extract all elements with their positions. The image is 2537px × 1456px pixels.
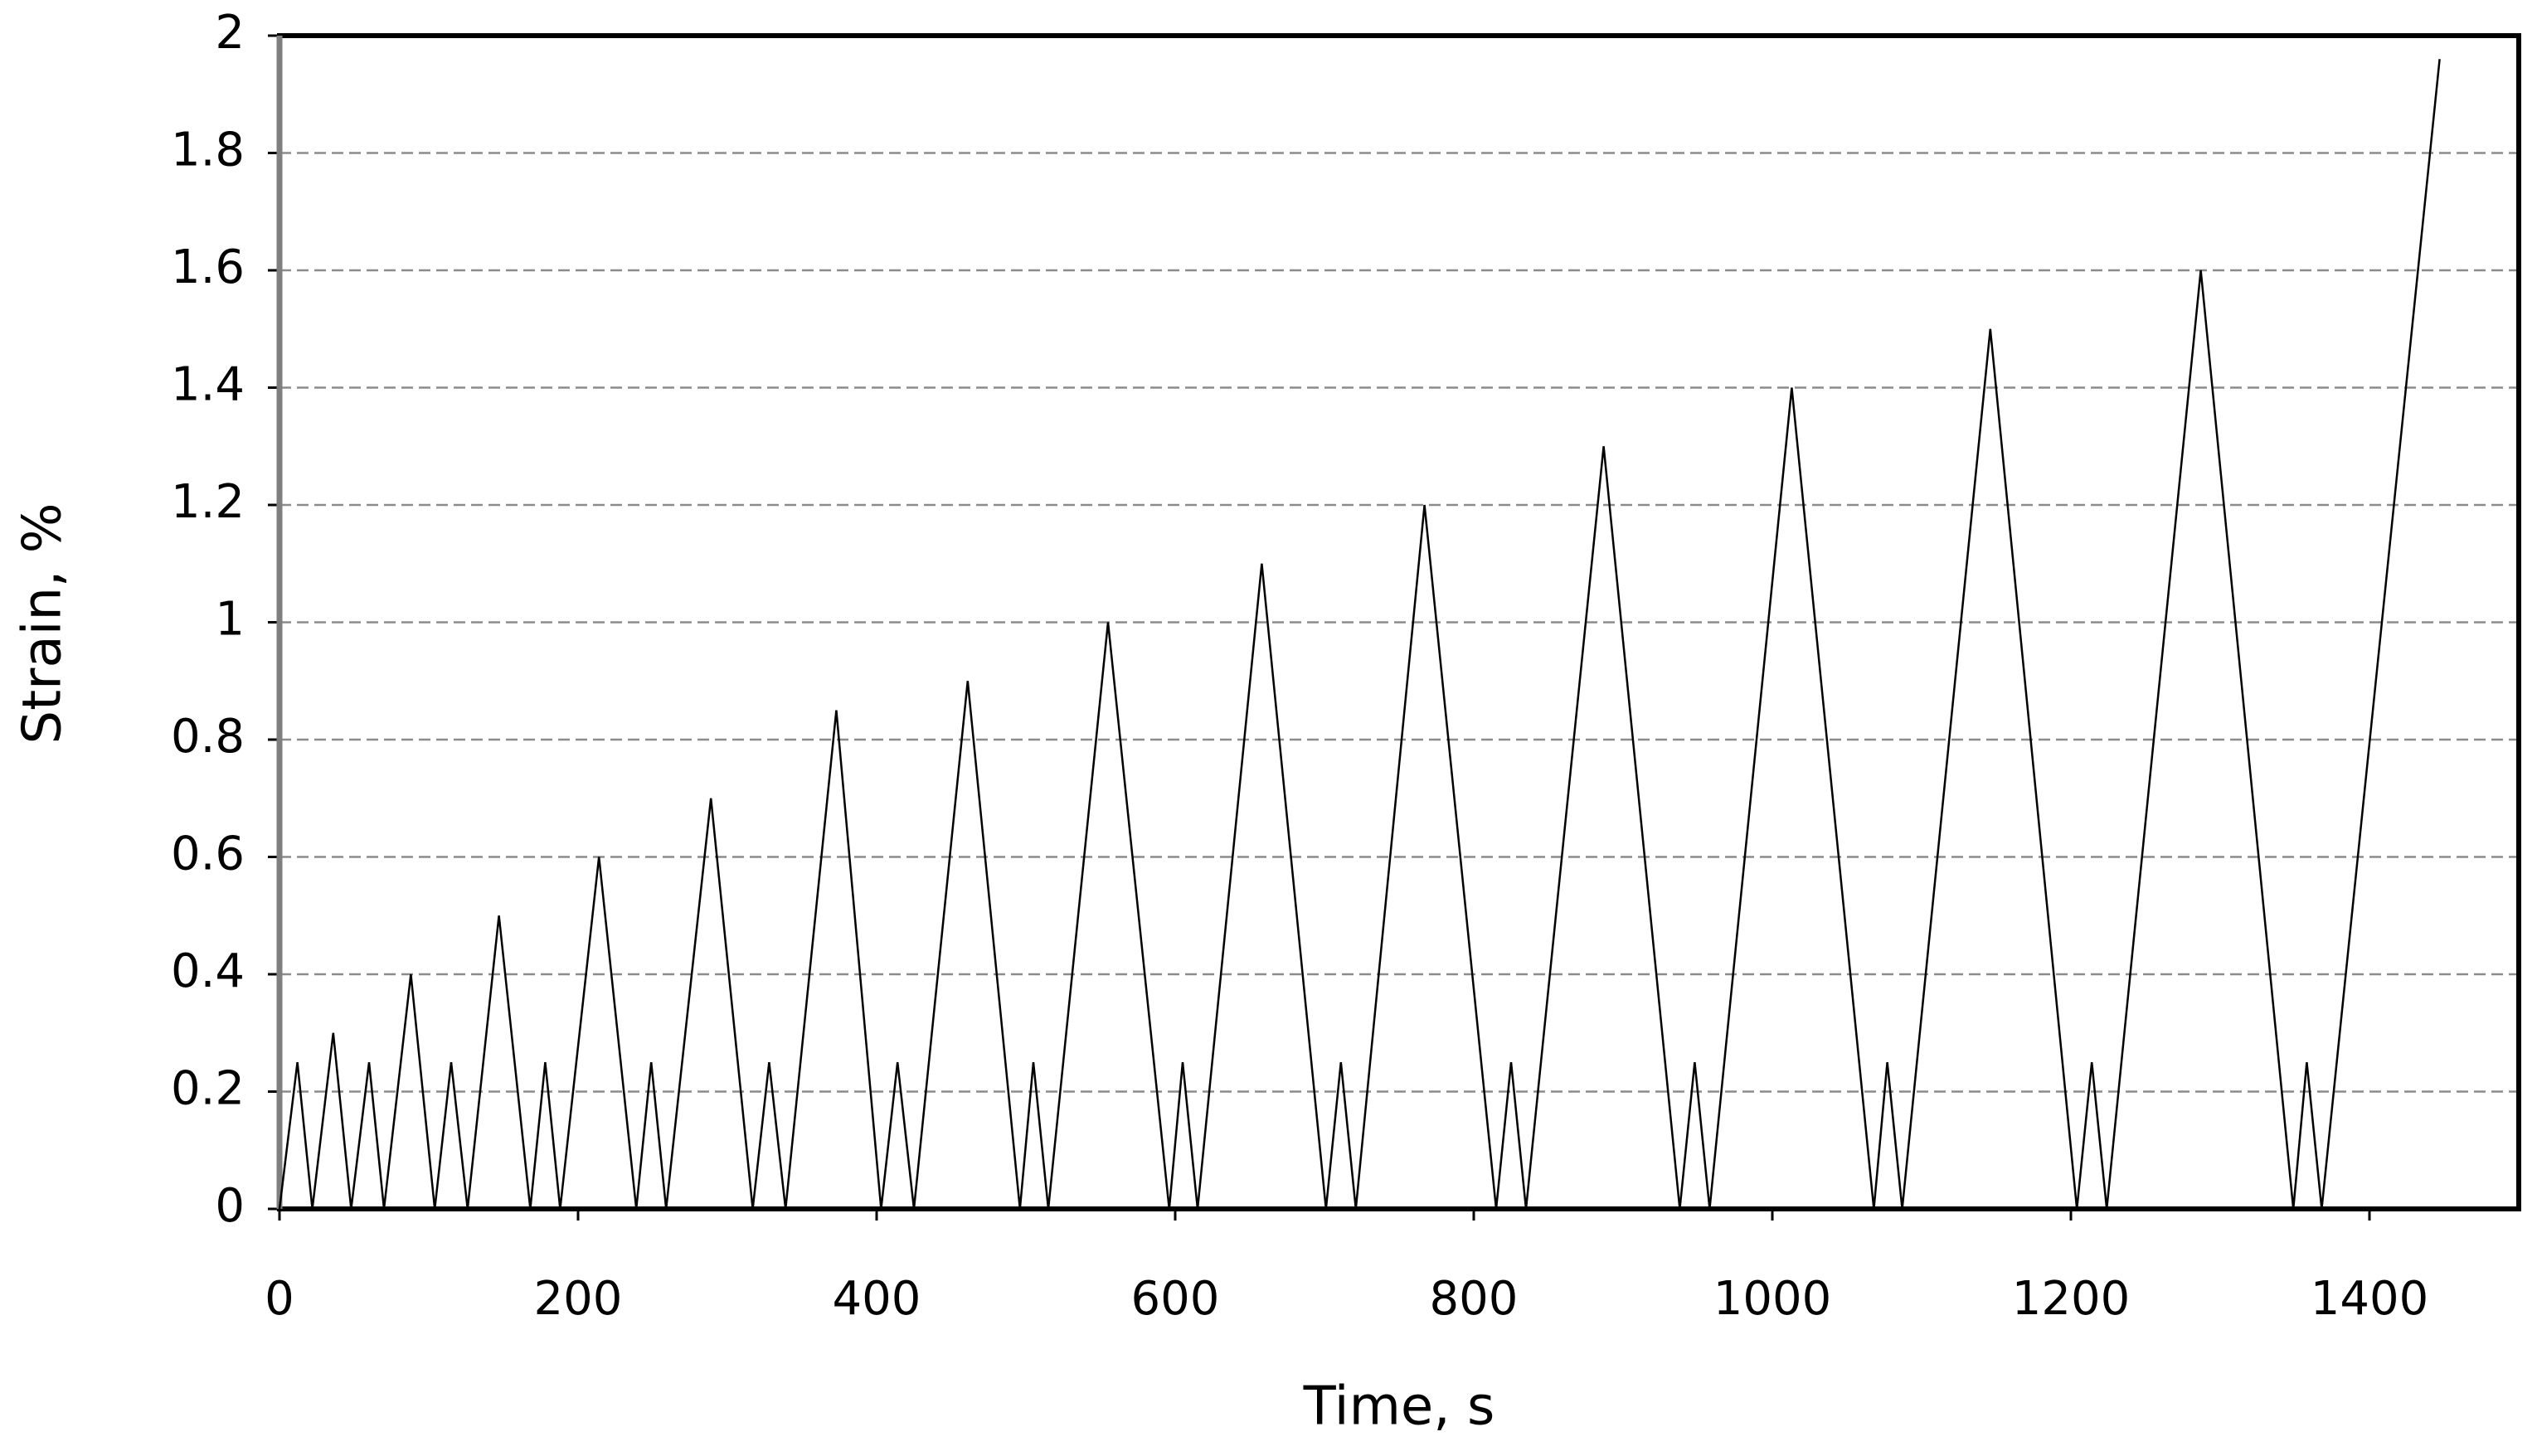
y-tick-label: 0.8 [171,710,245,764]
x-tick-label: 800 [1430,1272,1519,1326]
x-tick-label: 1400 [2311,1272,2429,1326]
y-tick-label: 2 [215,6,245,60]
y-tick-label: 0 [215,1179,245,1233]
y-tick-label: 1.6 [171,240,245,294]
y-tick-label: 0.6 [171,827,245,881]
data-line [278,59,2441,1210]
y-tick-label: 1.8 [171,124,245,177]
y-axis-title: Strain, % [12,502,74,744]
x-tick-label: 1200 [2012,1272,2131,1326]
y-tick-label: 0.2 [171,1062,245,1116]
y-tick-label: 0.4 [171,944,245,998]
x-tick-label: 0 [265,1272,294,1326]
x-tick-label: 600 [1131,1272,1220,1326]
y-tick-label: 1 [215,593,245,647]
x-tick-label: 200 [534,1272,623,1326]
x-axis-title: Time, s [1303,1376,1495,1438]
x-tick-label: 1000 [1713,1272,1832,1326]
y-tick-label: 1.2 [171,475,245,529]
y-tick-label: 1.4 [171,358,245,412]
x-tick-label: 400 [833,1272,921,1326]
